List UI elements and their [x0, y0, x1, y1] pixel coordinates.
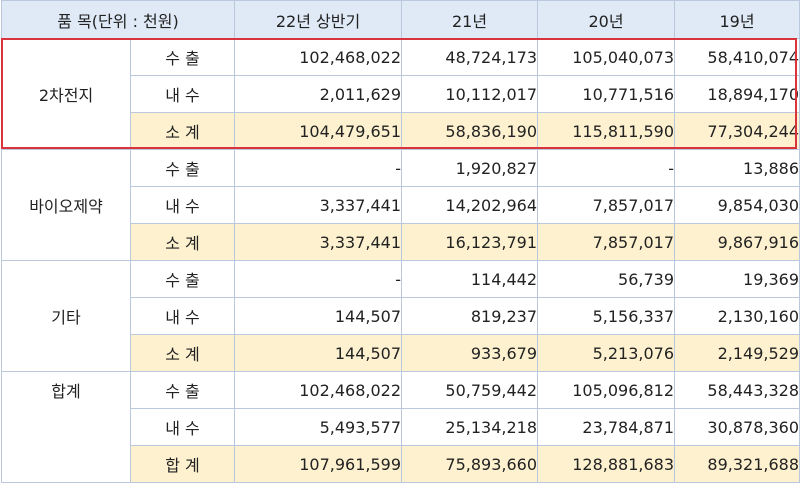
- category-cell: 기타: [1, 260, 131, 372]
- value-cell: 2,011,629: [234, 75, 403, 113]
- value-cell: 102,468,022: [234, 38, 403, 76]
- row-label: 수 출: [129, 371, 236, 409]
- value-cell: 5,213,076: [537, 334, 676, 372]
- row-label: 합 계: [129, 445, 236, 483]
- row-label: 소 계: [129, 223, 236, 261]
- header-item: 품 목(단위 : 천원): [0, 0, 236, 39]
- header-col-2019: 19년: [674, 0, 800, 39]
- value-cell: 3,337,441: [234, 223, 403, 261]
- table-row: 기타 수 출 - 114,442 56,739 19,369: [1, 260, 800, 372]
- value-cell: 1,920,827: [401, 149, 539, 187]
- table-row: 바이오제약 수 출 - 1,920,827 - 13,886: [1, 149, 800, 261]
- value-cell: 105,040,073: [537, 38, 676, 76]
- value-cell: 115,811,590: [537, 112, 676, 150]
- total-row: 합 계 107,961,599 75,893,660 128,881,683 8…: [2, 445, 800, 483]
- value-cell: 77,304,244: [674, 112, 800, 150]
- value-cell: 102,468,022: [234, 371, 403, 409]
- row-label: 소 계: [129, 112, 236, 150]
- value-cell: -: [537, 149, 676, 187]
- row-label: 내 수: [129, 75, 236, 113]
- value-cell: 10,771,516: [537, 75, 676, 113]
- table-row: 합계 수 출 102,468,022 50,759,442 105,096,81…: [1, 371, 800, 483]
- value-cell: 107,961,599: [234, 445, 403, 483]
- value-cell: 10,112,017: [401, 75, 539, 113]
- value-cell: 7,857,017: [537, 186, 676, 224]
- row-label: 내 수: [129, 186, 236, 224]
- value-cell: 56,739: [537, 260, 676, 298]
- value-cell: 30,878,360: [674, 408, 800, 446]
- value-cell: 7,857,017: [537, 223, 676, 261]
- value-cell: 50,759,442: [401, 371, 539, 409]
- value-cell: -: [234, 260, 403, 298]
- value-cell: 104,479,651: [234, 112, 403, 150]
- table-row: 내 수 5,493,577 25,134,218 23,784,871 30,8…: [2, 408, 800, 446]
- value-cell: 18,894,170: [674, 75, 800, 113]
- value-cell: 819,237: [401, 297, 539, 335]
- category-cell: 2차전지: [1, 38, 131, 150]
- header-col-2021: 21년: [401, 0, 539, 39]
- value-cell: 5,493,577: [234, 408, 403, 446]
- subtotal-row: 소 계 3,337,441 16,123,791 7,857,017 9,867…: [2, 223, 800, 261]
- value-cell: 58,443,328: [674, 371, 800, 409]
- category-cell: 바이오제약: [1, 149, 131, 261]
- value-cell: 75,893,660: [401, 445, 539, 483]
- row-label: 수 출: [129, 149, 236, 187]
- value-cell: 58,836,190: [401, 112, 539, 150]
- table-row: 2차전지 수 출 102,468,022 48,724,173 105,040,…: [1, 38, 800, 150]
- row-label: 수 출: [129, 260, 236, 298]
- value-cell: 23,784,871: [537, 408, 676, 446]
- table-row: 내 수 144,507 819,237 5,156,337 2,130,160: [2, 297, 800, 335]
- header-row: 품 목(단위 : 천원) 22년 상반기 21년 20년 19년: [0, 0, 800, 39]
- value-cell: 128,881,683: [537, 445, 676, 483]
- subtotal-row: 소 계 104,479,651 58,836,190 115,811,590 7…: [2, 112, 800, 150]
- value-cell: 48,724,173: [401, 38, 539, 76]
- header-col-2022h1: 22년 상반기: [234, 0, 403, 39]
- subtotal-row: 소 계 144,507 933,679 5,213,076 2,149,529: [2, 334, 800, 372]
- table-row: 내 수 3,337,441 14,202,964 7,857,017 9,854…: [2, 186, 800, 224]
- row-label: 내 수: [129, 408, 236, 446]
- category-cell: 합계: [1, 371, 131, 483]
- value-cell: 58,410,074: [674, 38, 800, 76]
- value-cell: -: [234, 149, 403, 187]
- value-cell: 89,321,688: [674, 445, 800, 483]
- value-cell: 13,886: [674, 149, 800, 187]
- value-cell: 2,130,160: [674, 297, 800, 335]
- value-cell: 144,507: [234, 297, 403, 335]
- row-label: 수 출: [129, 38, 236, 76]
- value-cell: 25,134,218: [401, 408, 539, 446]
- value-cell: 3,337,441: [234, 186, 403, 224]
- value-cell: 5,156,337: [537, 297, 676, 335]
- value-cell: 2,149,529: [674, 334, 800, 372]
- row-label: 내 수: [129, 297, 236, 335]
- header-col-2020: 20년: [537, 0, 676, 39]
- value-cell: 9,854,030: [674, 186, 800, 224]
- value-cell: 105,096,812: [537, 371, 676, 409]
- value-cell: 14,202,964: [401, 186, 539, 224]
- value-cell: 19,369: [674, 260, 800, 298]
- value-cell: 144,507: [234, 334, 403, 372]
- value-cell: 114,442: [401, 260, 539, 298]
- row-label: 소 계: [129, 334, 236, 372]
- value-cell: 933,679: [401, 334, 539, 372]
- table-row: 내 수 2,011,629 10,112,017 10,771,516 18,8…: [2, 75, 800, 113]
- value-cell: 16,123,791: [401, 223, 539, 261]
- value-cell: 9,867,916: [674, 223, 800, 261]
